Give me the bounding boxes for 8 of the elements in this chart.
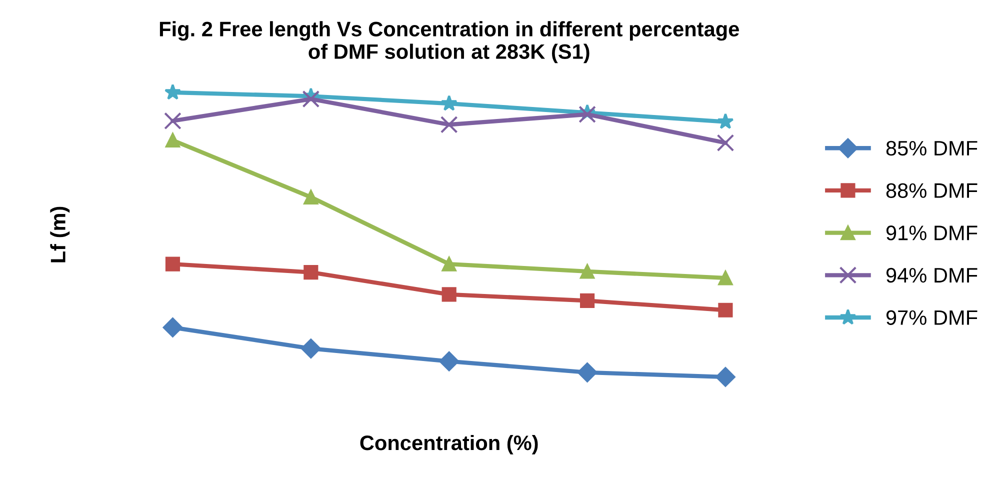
- legend-label: 94% DMF: [886, 268, 978, 283]
- legend-label: 97% DMF: [886, 310, 978, 325]
- x-axis-title: Concentration (%): [360, 434, 538, 454]
- y-axis-title: Lf (m): [50, 206, 70, 262]
- legend-label: 91% DMF: [886, 226, 978, 240]
- legend-label: 85% DMF: [886, 140, 978, 156]
- legend-label: 88% DMF: [886, 183, 978, 198]
- chart-title: Fig. 2 Free length Vs Concentration in different percentage of DMF solution at 283K (S1): [160, 21, 739, 64]
